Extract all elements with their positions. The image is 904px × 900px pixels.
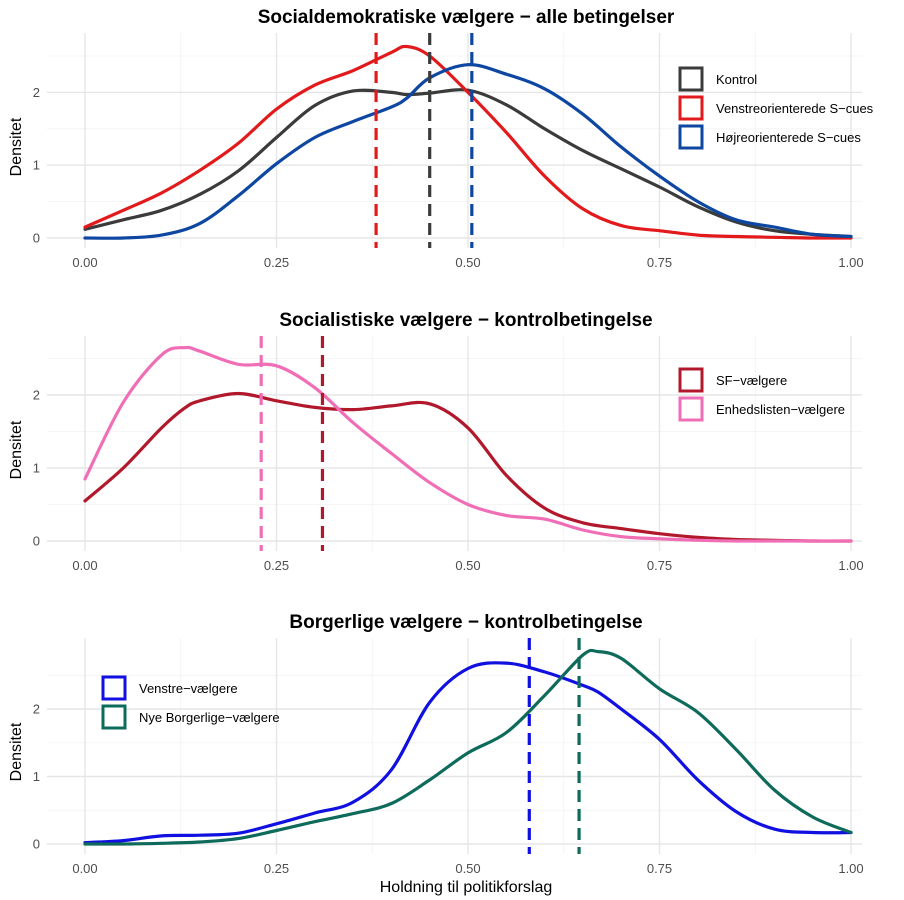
- panel-3-x-tick-label: 0.25: [264, 861, 289, 876]
- panel-1-x-tick-label: 1.00: [838, 255, 863, 270]
- panel-2: Socialistiske vælgere − kontrolbetingels…: [8, 310, 864, 573]
- panel-2-x-tick-label: 1.00: [838, 558, 863, 573]
- panel-2-y-tick-label: 0: [33, 534, 40, 549]
- panel-2-y-tick-label: 2: [33, 388, 40, 403]
- panel-3-legend-label-1: Venstre−vælgere: [139, 681, 238, 696]
- panel-1-legend-label-2: Venstreorienterede S−cues: [716, 101, 874, 116]
- panel-3-x-tick-label: 0.50: [455, 861, 480, 876]
- panel-2-y-tick-label: 1: [33, 461, 40, 476]
- panel-3-legend-label-2: Nye Borgerlige−vælgere: [139, 710, 280, 725]
- panel-2-x-tick-label: 0.75: [647, 558, 672, 573]
- panel-3-x-tick-label: 0.00: [72, 861, 97, 876]
- panel-2-legend-label-2: Enhedslisten−vælgere: [716, 402, 845, 417]
- panel-1-density-line-3: [83, 63, 853, 240]
- panel-1-plot-area: 0.00 0.25 0.50 0.75 1.00 0 1 2 Kontrol Venstreori…: [33, 33, 874, 270]
- panel-1-legend-key-2: [678, 95, 704, 121]
- x-axis-label: Holdning til politikforslag: [380, 879, 553, 896]
- panel-1-y-tick-label: 0: [33, 231, 40, 246]
- panel-3-plot-area: 0.00 0.25 0.50 0.75 1.00 0 1 2 Venstre−vælgere Ny…: [33, 638, 864, 876]
- panel-1-x-tick-label: 0.25: [264, 255, 289, 270]
- panel-3-x-tick-label: 1.00: [838, 861, 863, 876]
- panel-2-x-tick-label: 0.50: [455, 558, 480, 573]
- panel-3-y-tick-label: 2: [33, 702, 40, 717]
- panel-2-title: Socialistiske vælgere − kontrolbetingels…: [279, 310, 652, 331]
- panel-3-y-tick-label: 0: [33, 837, 40, 852]
- panel-3-density-line-1: [83, 661, 853, 845]
- panel-3-title: Borgerlige vælgere − kontrolbetingelse: [289, 612, 642, 633]
- panel-2-plot-area: 0.00 0.25 0.50 0.75 1.00 0 1 2 SF−vælgere Enhedsl…: [33, 336, 864, 573]
- panel-1-density-line-1: [83, 88, 853, 239]
- panel-2-x-tick-label: 0.00: [72, 558, 97, 573]
- panel-1-x-tick-label: 0.50: [455, 255, 480, 270]
- panel-1-y-tick-label: 1: [33, 158, 40, 173]
- panel-1-x-tick-label: 0.75: [647, 255, 672, 270]
- panel-1-y-axis-label: Densitet: [8, 117, 25, 176]
- panel-1-density-line-2: [83, 44, 853, 240]
- panel-2-legend-label-1: SF−vælgere: [716, 373, 787, 388]
- panel-1-y-tick-label: 2: [33, 85, 40, 100]
- panel-3: Borgerlige vælgere − kontrolbetingelse D…: [8, 612, 864, 896]
- panel-1-legend-key-3: [678, 124, 704, 150]
- panel-3-density-line-2: [83, 648, 853, 846]
- panel-3-x-tick-label: 0.75: [647, 861, 672, 876]
- panel-2-density-line-2: [83, 345, 853, 543]
- panel-1-legend-label-3: Højreorienterede S−cues: [716, 130, 861, 145]
- panel-3-y-axis-label: Densitet: [8, 722, 25, 781]
- panel-3-legend-key-2: [101, 704, 127, 730]
- panel-2-legend-key-1: [678, 367, 704, 393]
- panel-3-legend-key-1: [101, 675, 127, 701]
- panel-1-x-tick-label: 0.00: [72, 255, 97, 270]
- panel-1-title: Socialdemokratiske vælgere − alle beting…: [258, 7, 675, 28]
- panel-2-x-tick-label: 0.25: [264, 558, 289, 573]
- panel-2-density-line-1: [83, 391, 853, 543]
- panel-2-legend-key-2: [678, 396, 704, 422]
- panel-3-y-tick-label: 1: [33, 769, 40, 784]
- panel-2-y-axis-label: Densitet: [8, 420, 25, 479]
- panel-1-legend-key-1: [678, 66, 704, 92]
- panel-1: Socialdemokratiske vælgere − alle beting…: [8, 7, 874, 270]
- panel-1-legend-label-1: Kontrol: [716, 72, 757, 87]
